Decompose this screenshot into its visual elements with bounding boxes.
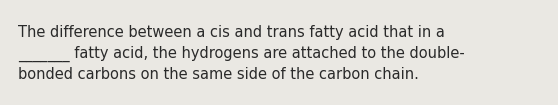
Text: The difference between a cis and trans fatty acid that in a
_______ fatty acid, : The difference between a cis and trans f…: [18, 25, 465, 82]
